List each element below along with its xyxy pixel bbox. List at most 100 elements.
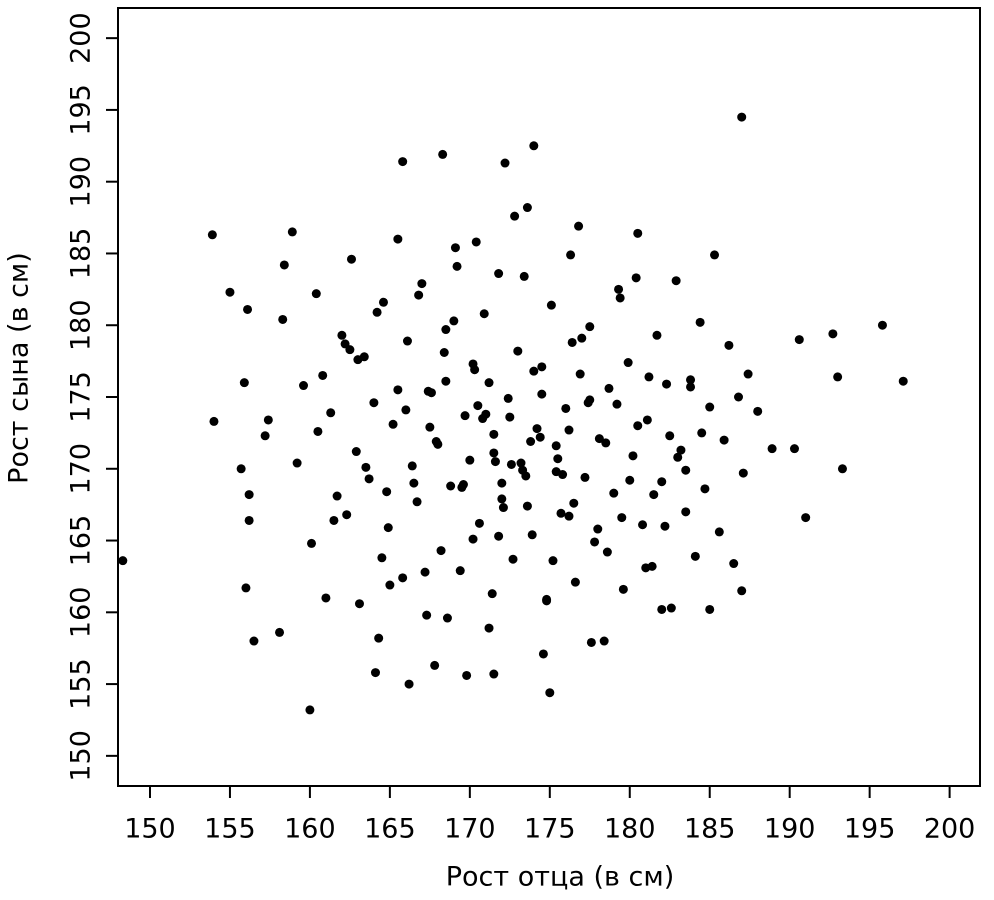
point (452, 261, 462, 271)
point (625, 475, 635, 485)
point (494, 531, 504, 541)
y-tick-label: 160 (66, 587, 97, 639)
point (430, 660, 440, 670)
point (398, 157, 408, 167)
point (666, 603, 676, 613)
point (241, 583, 251, 593)
point (279, 260, 289, 270)
point (449, 316, 459, 326)
point (681, 465, 691, 475)
point (497, 478, 507, 488)
point (423, 386, 433, 396)
point (436, 546, 446, 556)
point (383, 523, 393, 533)
point (503, 393, 513, 403)
point (564, 511, 574, 521)
point (207, 230, 217, 240)
point (601, 438, 611, 448)
x-tick-label: 165 (364, 814, 416, 845)
point (753, 406, 763, 416)
point (361, 462, 371, 472)
point (398, 573, 408, 583)
point (532, 424, 542, 434)
point (642, 415, 652, 425)
point (590, 537, 600, 547)
point (537, 362, 547, 372)
point (364, 474, 374, 484)
point (705, 402, 715, 412)
point (278, 314, 288, 324)
point (313, 426, 323, 436)
point (695, 317, 705, 327)
point (641, 563, 651, 573)
point (828, 329, 838, 339)
point (594, 434, 604, 444)
point (724, 340, 734, 350)
point (465, 455, 475, 465)
point (409, 478, 419, 488)
point (326, 408, 336, 418)
point (580, 472, 590, 482)
point (719, 435, 729, 445)
point (609, 488, 619, 498)
point (479, 309, 489, 319)
point (551, 441, 561, 451)
point (329, 515, 339, 525)
point (455, 566, 465, 576)
point (633, 228, 643, 238)
point (393, 234, 403, 244)
point (374, 633, 384, 643)
point (401, 405, 411, 415)
point (249, 636, 259, 646)
point (510, 211, 520, 221)
point (537, 389, 547, 399)
x-axis-label: Рост отца (в см) (446, 862, 675, 893)
point (460, 411, 470, 421)
point (602, 547, 612, 557)
point (569, 498, 579, 508)
point (489, 448, 499, 458)
point (441, 325, 451, 335)
x-tick-label: 170 (444, 814, 496, 845)
point (567, 337, 577, 347)
point (307, 538, 317, 548)
point (478, 414, 488, 424)
point (393, 385, 403, 395)
point (700, 484, 710, 494)
point (794, 335, 804, 345)
point (468, 359, 478, 369)
point (441, 376, 451, 386)
point (665, 431, 675, 441)
point (545, 688, 555, 698)
point (244, 515, 254, 525)
point (484, 623, 494, 633)
x-tick-label: 200 (924, 814, 976, 845)
point (628, 451, 638, 461)
point (522, 501, 532, 511)
y-tick-label: 185 (66, 228, 97, 280)
y-tick-label: 165 (66, 515, 97, 567)
point (570, 577, 580, 587)
point (378, 297, 388, 307)
point (556, 508, 566, 518)
point (474, 518, 484, 528)
point (342, 510, 352, 520)
y-tick-label: 190 (66, 156, 97, 208)
point (877, 320, 887, 330)
point (385, 580, 395, 590)
point (402, 336, 412, 346)
y-tick-label: 195 (66, 84, 97, 136)
point (311, 289, 321, 299)
point (321, 593, 331, 603)
point (287, 227, 297, 237)
point (351, 447, 361, 457)
point (239, 378, 249, 388)
point (548, 556, 558, 566)
point (833, 372, 843, 382)
point (462, 670, 472, 680)
point (599, 636, 609, 646)
point (292, 458, 302, 468)
y-tick-label: 150 (66, 730, 97, 782)
point (377, 553, 387, 563)
